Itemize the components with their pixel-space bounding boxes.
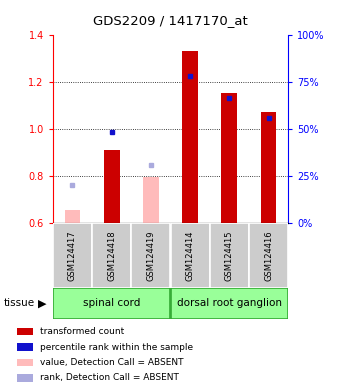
Bar bbox=[170, 288, 288, 319]
Text: percentile rank within the sample: percentile rank within the sample bbox=[40, 343, 193, 352]
Text: GSM124415: GSM124415 bbox=[225, 230, 234, 281]
Bar bbox=[261, 112, 276, 223]
Text: tissue: tissue bbox=[3, 298, 34, 308]
Bar bbox=[104, 150, 119, 223]
Text: GDS2209 / 1417170_at: GDS2209 / 1417170_at bbox=[93, 14, 248, 27]
Bar bbox=[210, 223, 249, 288]
Bar bbox=[17, 343, 33, 351]
Text: dorsal root ganglion: dorsal root ganglion bbox=[177, 298, 282, 308]
Bar bbox=[53, 223, 92, 288]
Text: GSM124417: GSM124417 bbox=[68, 230, 77, 281]
Bar bbox=[182, 51, 198, 223]
Text: value, Detection Call = ABSENT: value, Detection Call = ABSENT bbox=[40, 358, 183, 367]
Bar bbox=[249, 223, 288, 288]
Text: GSM124418: GSM124418 bbox=[107, 230, 116, 281]
Text: rank, Detection Call = ABSENT: rank, Detection Call = ABSENT bbox=[40, 373, 179, 382]
Text: GSM124414: GSM124414 bbox=[186, 230, 195, 281]
Text: transformed count: transformed count bbox=[40, 327, 124, 336]
Bar bbox=[53, 288, 170, 319]
Bar bbox=[92, 223, 131, 288]
Text: GSM124419: GSM124419 bbox=[146, 230, 155, 281]
Bar bbox=[17, 374, 33, 382]
Text: spinal cord: spinal cord bbox=[83, 298, 140, 308]
Bar bbox=[222, 93, 237, 223]
Text: ▶: ▶ bbox=[39, 298, 47, 308]
Bar bbox=[17, 328, 33, 336]
Bar bbox=[143, 177, 159, 223]
Text: GSM124416: GSM124416 bbox=[264, 230, 273, 281]
Bar bbox=[131, 223, 170, 288]
Bar bbox=[17, 359, 33, 366]
Bar bbox=[170, 223, 210, 288]
Bar bbox=[64, 210, 80, 223]
